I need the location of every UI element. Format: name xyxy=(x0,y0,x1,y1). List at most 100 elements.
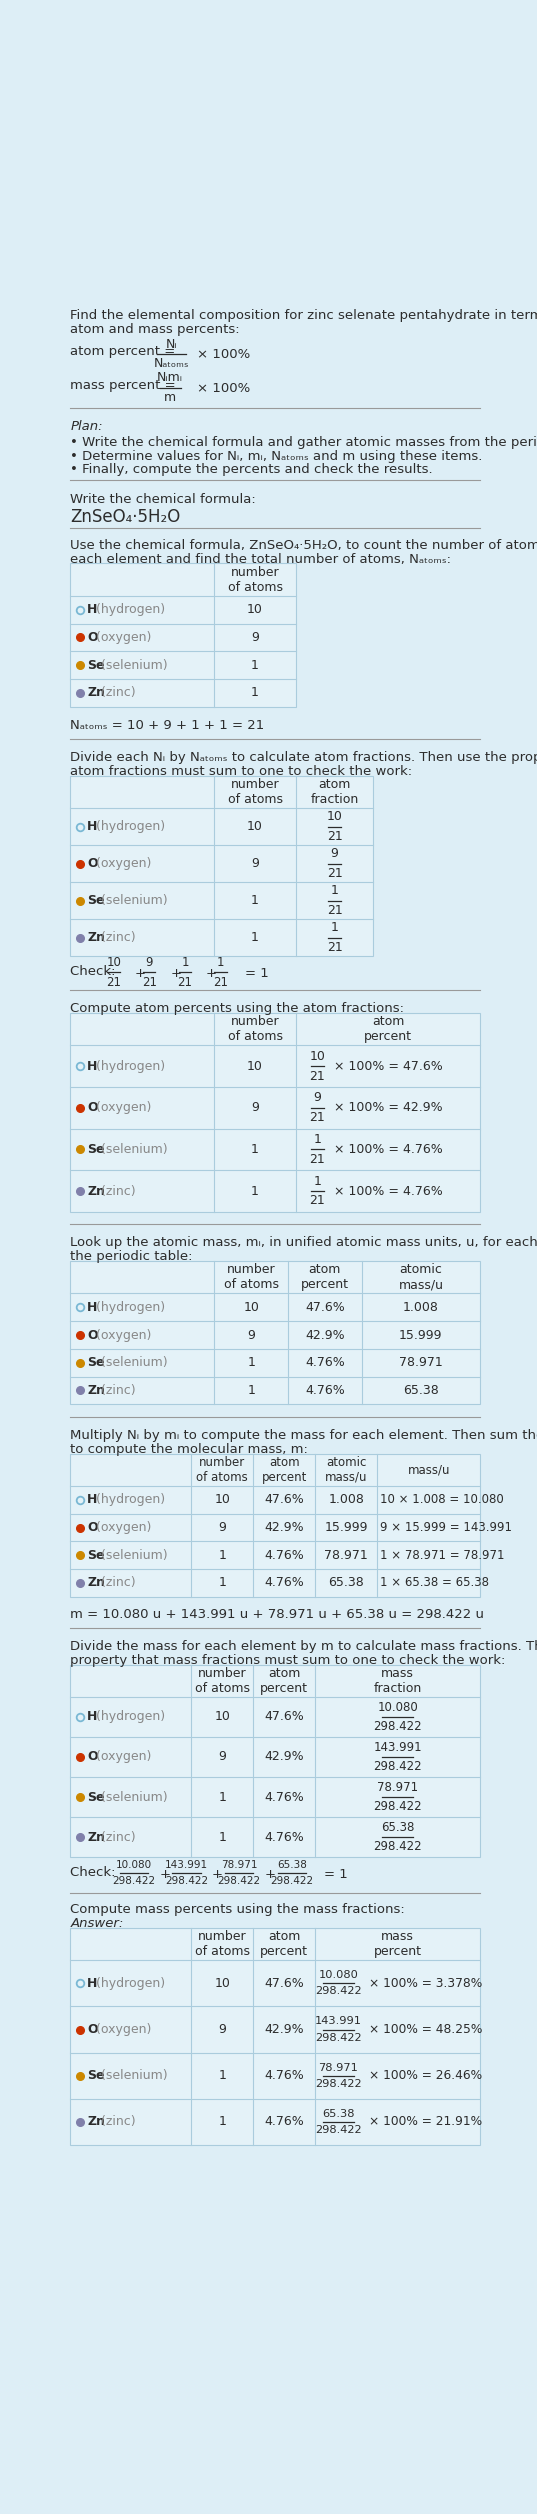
Text: 298.422: 298.422 xyxy=(373,1800,422,1813)
Text: 1: 1 xyxy=(218,2114,226,2129)
Text: 47.6%: 47.6% xyxy=(305,1300,345,1315)
Text: (zinc): (zinc) xyxy=(97,686,136,699)
Text: 1 × 65.38 = 65.38: 1 × 65.38 = 65.38 xyxy=(380,1576,489,1589)
Text: (selenium): (selenium) xyxy=(97,659,168,671)
Text: each element and find the total number of atoms, Nₐₜₒₘₛ:: each element and find the total number o… xyxy=(70,553,451,566)
Text: Answer:: Answer: xyxy=(70,1918,124,1931)
Text: m: m xyxy=(164,392,176,405)
Text: 21: 21 xyxy=(326,940,343,955)
Text: 298.422: 298.422 xyxy=(112,1875,155,1886)
Text: +: + xyxy=(206,968,217,980)
Text: (zinc): (zinc) xyxy=(97,1184,136,1197)
Text: 4.76%: 4.76% xyxy=(264,1790,304,1803)
Text: 10: 10 xyxy=(243,1300,259,1315)
Text: 1 × 78.971 = 78.971: 1 × 78.971 = 78.971 xyxy=(380,1549,505,1561)
Text: 1.008: 1.008 xyxy=(403,1300,439,1315)
Text: ZnSeO₄·5H₂O: ZnSeO₄·5H₂O xyxy=(70,508,180,525)
Text: × 100% = 26.46%: × 100% = 26.46% xyxy=(369,2069,483,2082)
Text: 4.76%: 4.76% xyxy=(264,2069,304,2082)
Text: Divide the mass for each element by m to calculate mass fractions. Then use the: Divide the mass for each element by m to… xyxy=(70,1639,537,1652)
Text: Nᵢmᵢ: Nᵢmᵢ xyxy=(157,372,183,385)
Text: 1: 1 xyxy=(251,686,259,699)
Text: • Determine values for Nᵢ, mᵢ, Nₐₜₒₘₛ and m using these items.: • Determine values for Nᵢ, mᵢ, Nₐₜₒₘₛ an… xyxy=(70,450,483,463)
Text: O: O xyxy=(88,1327,98,1342)
Text: 10: 10 xyxy=(326,810,343,825)
Text: 1: 1 xyxy=(218,2069,226,2082)
Text: 298.422: 298.422 xyxy=(315,1986,362,1996)
Text: (oxygen): (oxygen) xyxy=(92,631,151,644)
Text: 1: 1 xyxy=(218,1549,226,1561)
Text: 298.422: 298.422 xyxy=(373,1840,422,1853)
Text: H: H xyxy=(88,1300,98,1315)
Bar xyxy=(70,777,373,955)
Text: atomic
mass/u: atomic mass/u xyxy=(398,1262,444,1292)
Text: 78.971: 78.971 xyxy=(221,1860,257,1870)
Text: number
of atoms: number of atoms xyxy=(228,1016,282,1043)
Text: 9: 9 xyxy=(218,2024,226,2036)
Text: 10: 10 xyxy=(247,603,263,616)
Text: 9: 9 xyxy=(251,1101,259,1114)
Text: (hydrogen): (hydrogen) xyxy=(92,820,165,832)
Text: 1.008: 1.008 xyxy=(328,1493,364,1506)
Text: +: + xyxy=(135,968,146,980)
Text: H: H xyxy=(88,1493,98,1506)
Text: (selenium): (selenium) xyxy=(97,1549,168,1561)
Text: Write the chemical formula:: Write the chemical formula: xyxy=(70,493,256,505)
Text: Se: Se xyxy=(88,1549,105,1561)
Text: 1: 1 xyxy=(251,930,259,945)
Text: 9: 9 xyxy=(218,1750,226,1762)
Text: 1: 1 xyxy=(247,1355,255,1370)
Text: number
of atoms: number of atoms xyxy=(196,1456,248,1483)
Text: 47.6%: 47.6% xyxy=(264,1710,304,1725)
Text: 9: 9 xyxy=(251,857,259,870)
Text: 143.991: 143.991 xyxy=(165,1860,208,1870)
Text: 1: 1 xyxy=(314,1174,321,1187)
Text: 298.422: 298.422 xyxy=(373,1760,422,1772)
Text: (selenium): (selenium) xyxy=(97,1144,168,1156)
Text: O: O xyxy=(88,857,98,870)
Text: 9: 9 xyxy=(251,631,259,644)
Text: 9: 9 xyxy=(331,847,338,860)
Text: Plan:: Plan: xyxy=(70,420,103,432)
Text: number
of atoms: number of atoms xyxy=(228,566,282,593)
Text: Nᵢ: Nᵢ xyxy=(166,337,178,349)
Text: 21: 21 xyxy=(326,905,343,918)
Text: 65.38: 65.38 xyxy=(328,1576,364,1589)
Text: 47.6%: 47.6% xyxy=(264,1493,304,1506)
Text: 21: 21 xyxy=(326,830,343,842)
Text: (zinc): (zinc) xyxy=(97,930,136,945)
Text: Use the chemical formula, ZnSeO₄·5H₂O, to count the number of atoms, Nᵢ, for: Use the chemical formula, ZnSeO₄·5H₂O, t… xyxy=(70,538,537,553)
Text: 1: 1 xyxy=(251,895,259,908)
Text: 1: 1 xyxy=(251,659,259,671)
Text: × 100% = 42.9%: × 100% = 42.9% xyxy=(335,1101,443,1114)
Bar xyxy=(70,563,296,706)
Text: 21: 21 xyxy=(309,1154,325,1166)
Text: 1: 1 xyxy=(251,1144,259,1156)
Text: 143.991: 143.991 xyxy=(315,2016,362,2026)
Text: 21: 21 xyxy=(142,975,157,988)
Text: 10.080: 10.080 xyxy=(115,1860,152,1870)
Text: × 100% = 21.91%: × 100% = 21.91% xyxy=(369,2114,483,2129)
Text: (selenium): (selenium) xyxy=(97,1355,168,1370)
Text: Zn: Zn xyxy=(88,686,105,699)
Text: 9: 9 xyxy=(247,1327,255,1342)
Text: 298.422: 298.422 xyxy=(217,1875,261,1886)
Text: 42.9%: 42.9% xyxy=(264,1521,304,1534)
Text: atom
percent: atom percent xyxy=(260,1667,308,1694)
Text: (selenium): (selenium) xyxy=(97,895,168,908)
Text: O: O xyxy=(88,2024,98,2036)
Text: 10: 10 xyxy=(309,1051,325,1063)
Text: 1: 1 xyxy=(314,1134,321,1146)
Text: H: H xyxy=(88,820,98,832)
Text: 4.76%: 4.76% xyxy=(264,2114,304,2129)
Text: 298.422: 298.422 xyxy=(270,1875,314,1886)
Text: (oxygen): (oxygen) xyxy=(92,1327,151,1342)
Text: 10: 10 xyxy=(247,820,263,832)
Text: 1: 1 xyxy=(251,1184,259,1197)
Bar xyxy=(70,1928,480,2144)
Text: • Write the chemical formula and gather atomic masses from the periodic table.: • Write the chemical formula and gather … xyxy=(70,435,537,447)
Text: × 100% = 47.6%: × 100% = 47.6% xyxy=(335,1061,443,1073)
Text: Check:: Check: xyxy=(70,1865,120,1880)
Text: Zn: Zn xyxy=(88,1830,105,1843)
Text: (hydrogen): (hydrogen) xyxy=(92,1061,165,1073)
